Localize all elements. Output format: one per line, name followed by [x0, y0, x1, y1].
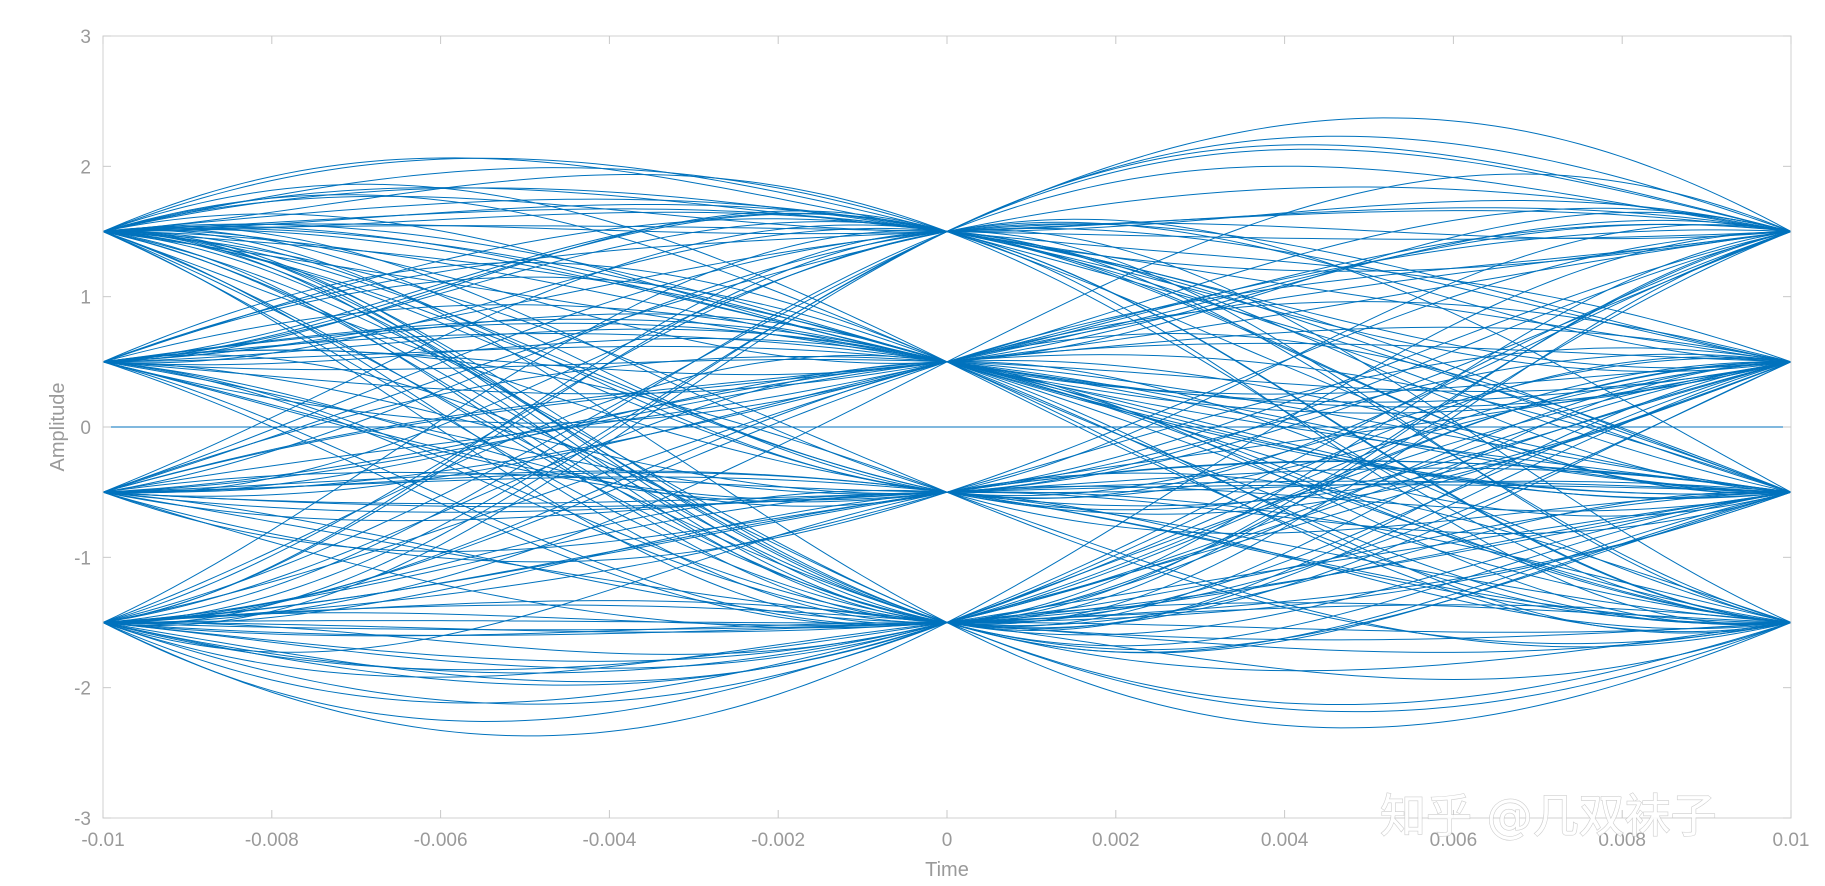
y-tick-label: 1 [80, 288, 91, 309]
x-tick-label: 0.002 [1092, 830, 1140, 851]
x-axis-ticks: -0.01 -0.008 -0.006 -0.004 -0.002 0 0.002 0.004… [81, 36, 1809, 851]
y-axis-ticks: -3 -2 -1 0 1 2 3 [74, 27, 1791, 830]
x-tick-label: -0.002 [751, 830, 805, 851]
signal-trace [102, 231, 1792, 647]
x-tick-label: -0.004 [582, 830, 636, 851]
signal-trace [102, 157, 1792, 493]
x-tick-label: 0.004 [1261, 830, 1309, 851]
x-tick-label: 0.01 [1773, 830, 1810, 851]
x-axis-label: Time [925, 859, 969, 881]
y-tick-label: -1 [74, 548, 91, 569]
x-tick-label: 0 [942, 830, 953, 851]
x-tick-label: -0.01 [81, 830, 124, 851]
signal-trace [102, 231, 1792, 623]
y-tick-label: 2 [80, 157, 91, 178]
y-tick-label: -2 [74, 679, 91, 700]
y-tick-label: 3 [80, 27, 91, 48]
x-tick-label: 0.008 [1598, 830, 1646, 851]
y-tick-label: 0 [80, 418, 91, 439]
watermark-text: 知乎 @几双袜子 [1380, 789, 1717, 843]
x-tick-label: -0.008 [245, 830, 299, 851]
x-tick-label: 0.006 [1430, 830, 1478, 851]
y-tick-label: -3 [74, 809, 91, 830]
signal-traces [102, 117, 1792, 737]
x-tick-label: -0.006 [414, 830, 468, 851]
y-axis-label: Amplitude [47, 383, 69, 472]
signal-trace [102, 460, 1792, 552]
